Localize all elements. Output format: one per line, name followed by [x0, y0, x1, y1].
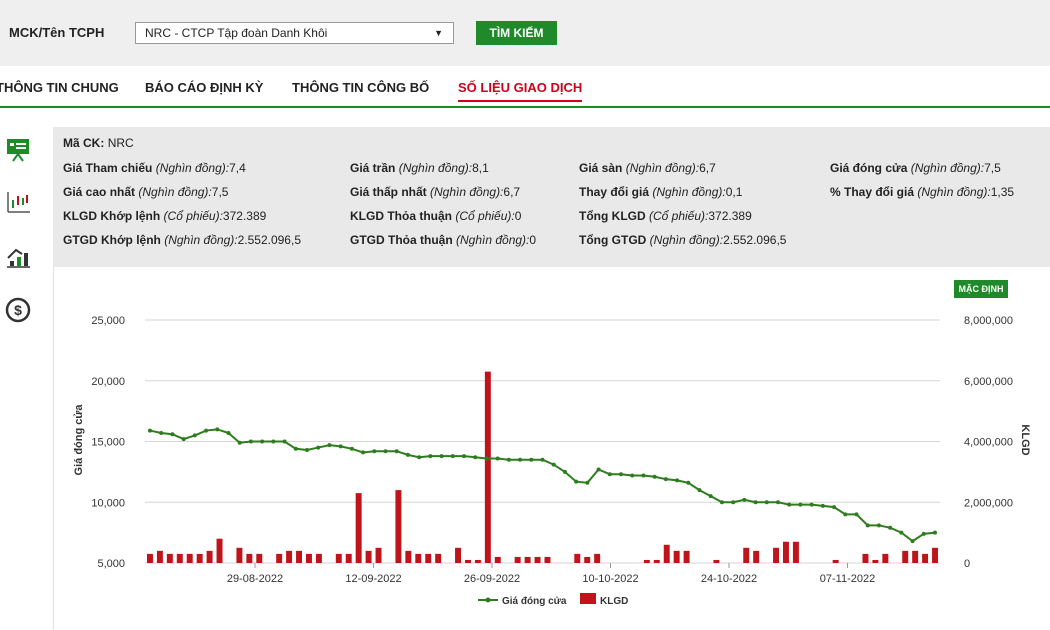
negotiated-volume: KLGD Thỏa thuận (Cổ phiếu):0: [350, 209, 522, 223]
chart-area: [53, 267, 1050, 630]
price-change-percent: % Thay đổi giá (Nghìn đồng):1,35: [830, 185, 1015, 199]
matched-value: GTGD Khớp lệnh (Nghìn đồng):2.552.096,5: [63, 233, 301, 247]
svg-text:$: $: [14, 302, 22, 318]
reference-price: Giá Tham chiếu (Nghìn đồng):7,4: [63, 161, 246, 175]
matched-volume: KLGD Khớp lệnh (Cổ phiếu):372.389: [63, 209, 267, 223]
presentation-icon[interactable]: [4, 135, 32, 163]
tab-disclosures[interactable]: THÔNG TIN CÔNG BỐ: [292, 80, 430, 95]
total-value: Tổng GTGD (Nghìn đồng):2.552.096,5: [579, 233, 787, 247]
negotiated-value: GTGD Thỏa thuận (Nghìn đồng):0: [350, 233, 537, 247]
dollar-icon[interactable]: $: [4, 296, 32, 324]
candlestick-chart-icon[interactable]: [4, 188, 32, 216]
lowest-price: Giá thấp nhất (Nghìn đồng):6,7: [350, 185, 521, 199]
search-label: MCK/Tên TCPH: [9, 25, 105, 40]
tab-bar: THÔNG TIN CHUNG BÁO CÁO ĐỊNH KỲ THÔNG TI…: [0, 66, 1050, 108]
company-select-value: NRC - CTCP Tập đoàn Danh Khôi: [145, 26, 328, 40]
bar-chart-icon[interactable]: [4, 242, 32, 270]
floor-price: Giá sàn (Nghìn đồng):6,7: [579, 161, 716, 175]
tab-general-info[interactable]: THÔNG TIN CHUNG: [0, 80, 119, 95]
close-price: Giá đóng cửa (Nghìn đồng):7,5: [830, 161, 1001, 175]
chevron-down-icon: ▼: [434, 28, 443, 38]
stock-code: Mã CK: NRC: [63, 136, 134, 150]
price-change: Thay đổi giá (Nghìn đồng):0,1: [579, 185, 743, 199]
ceiling-price: Giá trần (Nghìn đồng):8,1: [350, 161, 489, 175]
highest-price: Giá cao nhất (Nghìn đồng):7,5: [63, 185, 229, 199]
tab-trading-data[interactable]: SỐ LIỆU GIAO DỊCH: [458, 80, 583, 102]
total-volume: Tổng KLGD (Cổ phiếu):372.389: [579, 209, 752, 223]
tab-periodic-reports[interactable]: BÁO CÁO ĐỊNH KỲ: [145, 80, 264, 95]
company-select[interactable]: NRC - CTCP Tập đoàn Danh Khôi ▼: [135, 22, 454, 44]
default-button[interactable]: MẶC ĐỊNH: [954, 280, 1008, 298]
trading-info-panel: Mã CK: NRC Giá Tham chiếu (Nghìn đồng):7…: [53, 127, 1050, 267]
search-bar: MCK/Tên TCPH NRC - CTCP Tập đoàn Danh Kh…: [0, 0, 1050, 66]
search-button[interactable]: TÌM KIẾM: [476, 21, 557, 45]
